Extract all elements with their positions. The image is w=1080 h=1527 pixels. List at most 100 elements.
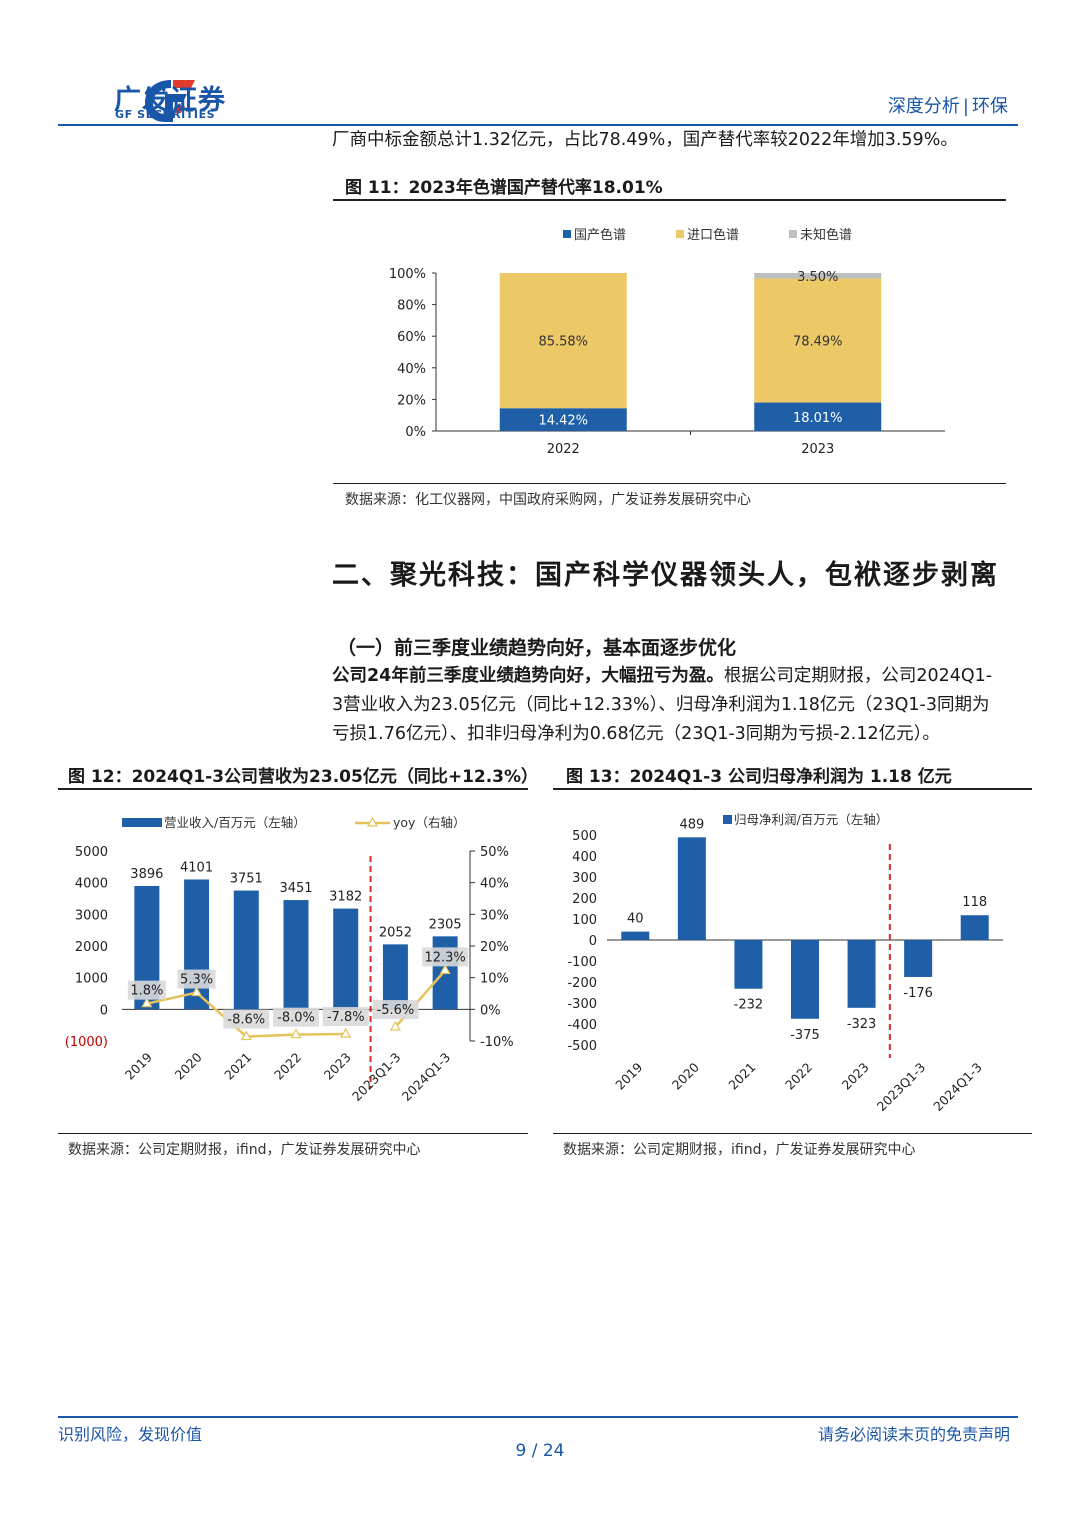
y-tick-label: 100% xyxy=(389,267,426,282)
x-tick-label: 2023Q1-3 xyxy=(349,1050,404,1105)
header-separator: | xyxy=(962,96,969,117)
figure-11-title: 图 11：2023年色谱国产替代率18.01% xyxy=(345,178,663,198)
figure-12-source: 数据来源：公司定期财报，ifind，广发证券发展研究中心 xyxy=(68,1142,421,1158)
revenue-bar xyxy=(233,890,259,1010)
profit-label: 489 xyxy=(679,817,704,832)
y-tick-label: 400 xyxy=(572,850,597,865)
legend-swatch xyxy=(563,230,571,238)
x-tick-label: 2019 xyxy=(612,1059,645,1092)
yoy-label: 5.3% xyxy=(180,973,213,988)
yoy-marker xyxy=(290,1028,302,1039)
legend-swatch xyxy=(789,230,797,238)
yoy-label-box xyxy=(223,1009,270,1029)
profit-bar xyxy=(791,940,819,1019)
y-right-tick-label: 10% xyxy=(480,972,509,987)
gf-securities-logo xyxy=(145,80,195,122)
x-tick-label: 2022 xyxy=(782,1060,815,1093)
figure-13-top-rule xyxy=(553,788,1032,790)
y-tick-label: -100 xyxy=(567,955,597,970)
page-number: 9 / 24 xyxy=(515,1441,565,1461)
x-tick-label: 2020 xyxy=(669,1059,702,1092)
figure-11-top-rule xyxy=(333,199,1006,201)
y-right-tick-label: 30% xyxy=(480,908,509,923)
yoy-label-box xyxy=(322,1007,369,1027)
data-label: 18.01% xyxy=(793,411,843,426)
x-tick-label: 2019 xyxy=(122,1049,155,1082)
x-tick-label: 2021 xyxy=(221,1050,254,1083)
y-tick-label: 0% xyxy=(405,425,426,440)
figure-12-top-rule xyxy=(58,788,528,790)
profit-label: -232 xyxy=(734,998,764,1013)
data-label: 14.42% xyxy=(538,414,588,429)
y-left-tick-label: 2000 xyxy=(75,940,108,955)
y-tick-label: 40% xyxy=(397,362,426,377)
legend-marker xyxy=(366,816,379,827)
revenue-label: 3182 xyxy=(329,890,362,905)
revenue-bar xyxy=(382,944,408,1010)
bar-segment xyxy=(754,273,882,279)
profit-bar xyxy=(734,940,763,989)
data-label: 85.58% xyxy=(538,335,588,350)
yoy-label: -8.0% xyxy=(277,1011,315,1026)
yoy-marker xyxy=(340,1027,352,1038)
yoy-label-box xyxy=(177,969,216,989)
profit-label: -176 xyxy=(903,986,933,1001)
revenue-label: 3896 xyxy=(130,867,163,882)
x-tick-label: 2024Q1-3 xyxy=(930,1060,985,1115)
x-tick-label: 2023 xyxy=(321,1050,354,1083)
revenue-label: 2052 xyxy=(379,925,412,940)
revenue-label: 3451 xyxy=(279,881,312,896)
figure-13-title: 图 13：2024Q1-3 公司归母净利润为 1.18 亿元 xyxy=(566,767,952,787)
y-left-tick-label: 0 xyxy=(100,1003,108,1018)
section-title: 二、聚光科技：国产科学仪器领头人，包袱逐步剥离 xyxy=(332,560,999,591)
figure-13-source: 数据来源：公司定期财报，ifind，广发证券发展研究中心 xyxy=(563,1142,916,1158)
legend-label: 营业收入/百万元（左轴） xyxy=(164,815,306,830)
x-tick-label: 2024Q1-3 xyxy=(399,1050,454,1105)
paragraph-line-1-rest: 根据公司定期财报，公司2024Q1- xyxy=(723,666,993,686)
bar-segment xyxy=(499,273,627,409)
legend-swatch xyxy=(723,815,732,824)
yoy-marker xyxy=(439,964,451,974)
y-tick-label: 300 xyxy=(572,871,597,886)
legend-label: 未知色谱 xyxy=(800,227,852,243)
y-left-tick-label: 1000 xyxy=(75,972,108,987)
industry-label: 环保 xyxy=(972,96,1008,117)
yoy-label: -8.6% xyxy=(227,1013,265,1028)
legend-swatch xyxy=(122,818,162,827)
profit-label: 40 xyxy=(627,912,644,927)
y-left-tick-label: 5000 xyxy=(75,845,108,860)
y-right-tick-label: -10% xyxy=(480,1035,514,1050)
figure-12-chart: 营业收入/百万元（左轴） yoy（右轴） (1000) 0 1000 2000 3000 40… xyxy=(65,815,514,1105)
footer-divider xyxy=(58,1416,1018,1418)
y-right-tick-label: 20% xyxy=(480,940,509,955)
x-tick-label: 2020 xyxy=(172,1049,205,1082)
report-category: 深度分析 | 环保 xyxy=(888,92,1008,118)
data-label: 78.49% xyxy=(793,335,843,350)
y-tick-label: 500 xyxy=(572,829,597,844)
y-left-tick-label: 4000 xyxy=(75,877,108,892)
bar-segment xyxy=(754,402,882,431)
revenue-label: 4101 xyxy=(180,860,213,875)
intro-text: 厂商中标金额总计1.32亿元，占比78.49%，国产替代率较2022年增加3.5… xyxy=(332,130,958,150)
body-paragraph: 公司24年前三季度业绩趋势向好，大幅扭亏为盈。根据公司定期财报，公司2024Q1… xyxy=(332,662,1032,749)
bar-segment xyxy=(754,278,882,403)
yoy-label-box xyxy=(273,1007,319,1027)
profit-bar xyxy=(960,915,989,940)
footer-disclaimer: 请务必阅读末页的免责声明 xyxy=(817,1425,1010,1444)
figure-13-bottom-rule xyxy=(553,1133,1032,1134)
revenue-bar xyxy=(283,900,309,1010)
x-tick-label: 2022 xyxy=(547,442,580,457)
yoy-marker xyxy=(389,1020,401,1031)
revenue-bar xyxy=(333,908,359,1010)
figure-11-chart: 国产色谱 进口色谱 未知色谱 0% 20% 40% 60% 80% 100% 14.42% 85.5… xyxy=(389,227,945,457)
yoy-marker xyxy=(141,997,153,1008)
header-divider xyxy=(58,124,1018,126)
y-right-tick-label: 40% xyxy=(480,877,509,892)
x-tick-label: 2022 xyxy=(271,1050,304,1083)
y-tick-label: 20% xyxy=(397,393,426,408)
y-tick-label: -500 xyxy=(567,1039,597,1054)
yoy-label-box xyxy=(422,947,469,967)
y-tick-label: 60% xyxy=(397,330,426,345)
brand-name: 广发证券 xyxy=(114,85,226,116)
legend-label: 进口色谱 xyxy=(687,227,739,243)
